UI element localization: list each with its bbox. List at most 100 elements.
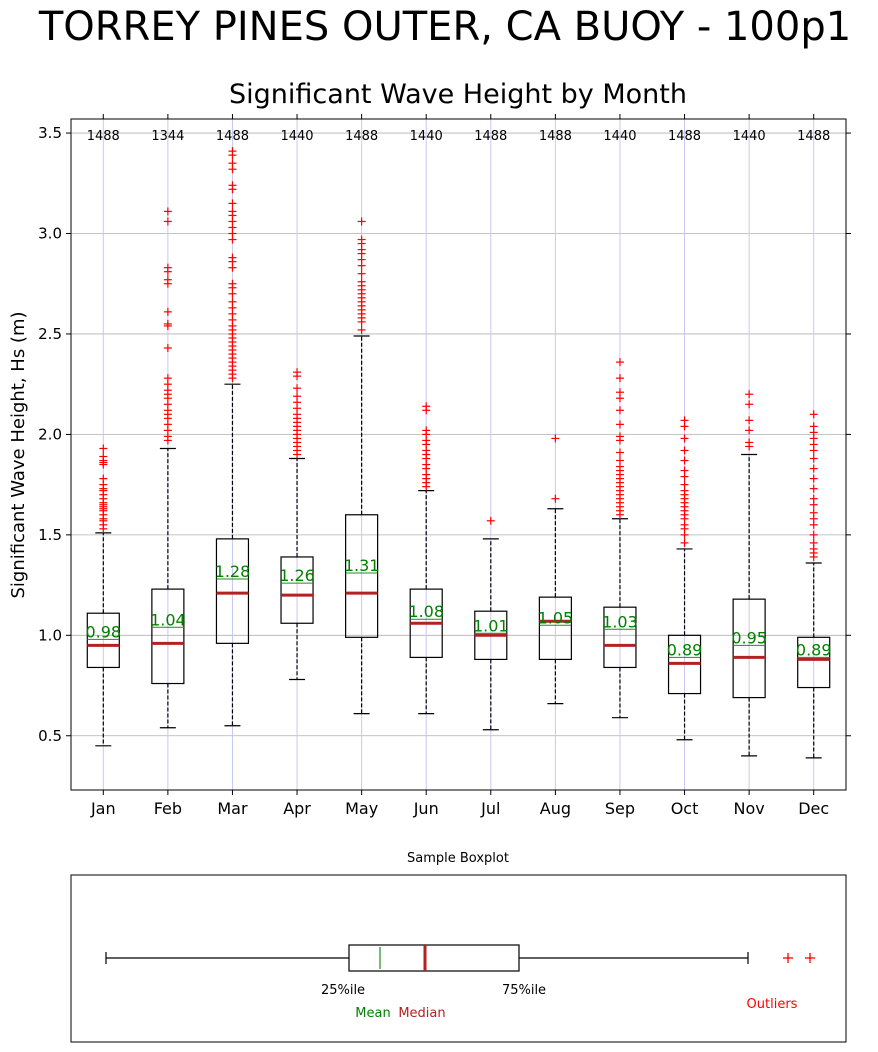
mean-label: 1.04 [150,610,186,629]
outlier-point [809,464,818,473]
outlier-point [615,432,624,441]
sample-outliers-label: Outliers [747,997,798,1012]
iqr-box [732,598,766,699]
mean-label: 1.26 [279,566,315,585]
iqr-box [86,612,120,669]
mean-label: 0.89 [796,640,832,659]
outlier-point [809,530,818,539]
mean-label: 1.31 [344,556,380,575]
outlier-point [809,494,818,503]
outlier-point [809,538,818,547]
sample-median-label: Median [398,1006,445,1021]
outlier-point [228,147,237,156]
box-jul: 1.01 [473,516,509,731]
sample-title: Sample Boxplot [407,851,509,866]
sample-count: 1488 [474,129,507,144]
outlier-point [228,253,237,262]
box-sep: 1.03 [602,358,638,719]
box-nov: 0.95 [731,390,767,757]
outlier-point [228,207,237,216]
outlier-point [615,406,624,415]
outlier-point [615,374,624,383]
y-tick-label: 2.5 [38,325,62,343]
iqr-box [538,596,572,661]
sample-count: 1488 [345,129,378,144]
iqr-box [345,514,379,638]
sample-count: 1488 [216,129,249,144]
outlier-point [745,416,754,425]
box-feb: 1.04 [150,207,186,729]
outlier-point [809,508,818,517]
outlier-point [293,392,302,401]
box-jun: 1.08 [408,402,444,715]
outlier-point [615,388,624,397]
outlier-point [551,494,560,503]
outlier-point [228,199,237,208]
outlier-point [228,297,237,306]
mean-label: 0.98 [85,622,121,641]
y-tick-label: 1.5 [38,526,62,544]
outlier-point [163,263,172,272]
x-tick-label: Aug [540,799,571,818]
outlier-point [228,159,237,168]
mean-label: 1.08 [408,602,444,621]
y-tick-label: 3.0 [38,225,62,243]
x-tick-label: Jul [480,799,500,818]
x-tick-label: May [345,799,378,818]
mean-label: 1.05 [538,608,574,627]
outlier-point [99,474,108,483]
outlier-point [680,446,689,455]
outlier-point [228,279,237,288]
x-tick-label: Apr [283,799,311,818]
outlier-point [680,456,689,465]
box-oct: 0.89 [667,416,703,741]
sample-box [348,944,520,972]
iqr-box [603,606,637,669]
x-tick-label: Oct [671,799,699,818]
sample-frame [70,874,847,1043]
sample-outlier [783,953,793,963]
sample-count: 1440 [410,129,443,144]
box-mar: 1.28 [215,147,250,727]
outlier-point [99,452,108,461]
mean-label: 0.89 [667,640,703,659]
outlier-point [357,235,366,244]
x-tick-label: Jan [90,799,116,818]
outlier-point [357,217,366,226]
outlier-point [809,454,818,463]
outlier-point [551,434,560,443]
outlier-point [680,434,689,443]
outlier-point [99,444,108,453]
outlier-point [745,426,754,435]
page-title: TORREY PINES OUTER, CA BUOY - 100p1 [38,4,852,50]
sample-count: 1440 [603,129,636,144]
outlier-point [163,374,172,383]
sample-count: 1488 [539,129,572,144]
iqr-box [151,588,185,685]
x-tick-label: Mar [217,799,248,818]
box-may: 1.31 [344,217,380,715]
x-tick-label: Sep [605,799,635,818]
sample-q1-label: 25%ile [321,983,365,998]
outlier-point [163,207,172,216]
box-apr: 1.26 [279,368,315,681]
outlier-point [809,422,818,431]
outlier-point [357,277,366,286]
outlier-point [163,217,172,226]
outlier-point [486,516,495,525]
box-dec: 0.89 [796,410,832,759]
outlier-point [357,269,366,278]
outlier-point [680,466,689,475]
x-tick-label: Feb [154,799,182,818]
outlier-point [809,474,818,483]
x-axis: Jan Feb Mar Apr May Jun Jul Aug Sep Oct Nov Dec [90,114,829,818]
outlier-point [615,448,624,457]
sample-count: 1440 [733,129,766,144]
sample-count: 1440 [280,129,313,144]
outlier-point [809,484,818,493]
y-tick-label: 2.0 [38,425,62,443]
y-axis: 0.5 1.0 1.5 2.0 2.5 3.0 3.5 [38,124,851,745]
x-tick-label: Dec [798,799,829,818]
outlier-point [680,416,689,425]
sample-count: 1344 [151,129,184,144]
